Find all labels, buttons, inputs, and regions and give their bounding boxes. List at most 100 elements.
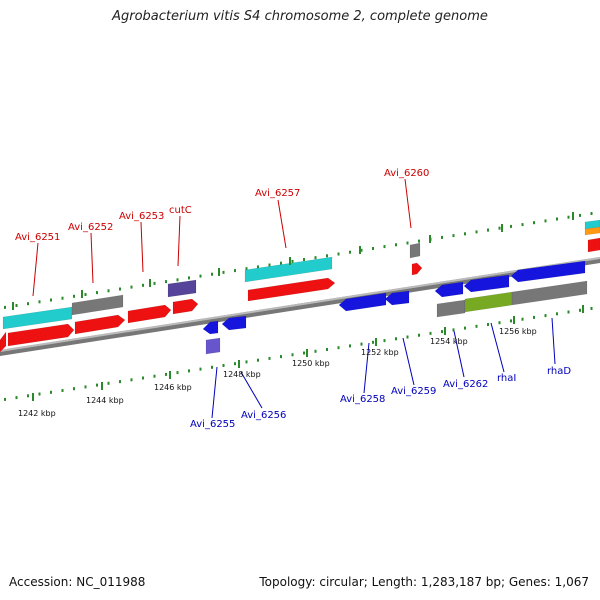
scale-labels: 1242 kbp 1244 kbp 1246 kbp 1248 kbp 1250… [18, 327, 537, 418]
scale-dot [521, 317, 524, 321]
scale-dot [73, 294, 75, 298]
scale-dot [165, 372, 167, 376]
gene-avi-6253[interactable] [127, 304, 172, 324]
gene-avi-6251[interactable] [7, 323, 75, 347]
gene-label[interactable]: Avi_6256 [241, 410, 286, 421]
gene-avi-6259[interactable] [384, 290, 410, 306]
scale-dot [27, 302, 29, 306]
gene-avi-6256[interactable] [221, 315, 247, 331]
scale-dot [521, 223, 524, 227]
scale-dot [590, 307, 593, 310]
scale-dot [475, 324, 478, 328]
scale-dot [188, 369, 190, 373]
scale-dot [27, 394, 29, 398]
scale-dot [119, 287, 121, 291]
scale-dot [257, 358, 259, 362]
rna-feature[interactable] [244, 256, 333, 283]
gene-label[interactable]: Avi_6251 [15, 232, 60, 243]
scale-dot [533, 221, 535, 225]
reverse-feature[interactable] [205, 337, 221, 355]
gene-avi-6252[interactable] [74, 314, 126, 335]
scale-dot [130, 285, 133, 289]
scale-dot [142, 283, 144, 287]
gene-label[interactable]: rhaI [497, 373, 516, 384]
forward-gene[interactable] [587, 237, 600, 253]
forward-gene[interactable] [172, 298, 199, 315]
scale-dot [50, 298, 52, 302]
gene-label[interactable]: Avi_6258 [340, 394, 385, 405]
scale-dot [372, 247, 374, 250]
gene-label[interactable]: Avi_6257 [255, 188, 300, 199]
gene-label[interactable]: Avi_6252 [68, 222, 113, 233]
scale-dot [38, 300, 41, 304]
scale-dot [464, 326, 466, 330]
gene-label[interactable]: Avi_6259 [391, 386, 436, 397]
scale-dot [245, 267, 248, 271]
gene-label[interactable]: Avi_6262 [443, 379, 488, 390]
scale-dot [84, 385, 87, 389]
scale-ticks [12, 212, 584, 401]
gene-features[interactable] [0, 219, 600, 355]
gene-avi-6257[interactable] [247, 277, 336, 302]
gene-cutC[interactable] [167, 279, 197, 298]
scale-dot [119, 380, 121, 384]
scale-dot [395, 337, 397, 341]
scale-label: 1246 kbp [154, 383, 192, 392]
scale-dot [303, 351, 305, 355]
gene-labels-reverse: Avi_6255 Avi_6256 Avi_6258 Avi_6259 Avi_… [190, 366, 571, 430]
gene-avi-6262[interactable] [434, 281, 464, 298]
scale-dot [84, 293, 87, 296]
pseudo-gene[interactable] [71, 294, 124, 316]
scale-dot [579, 308, 581, 312]
scale-dot [590, 212, 593, 215]
scale-dot [314, 349, 317, 353]
pseudo-gene[interactable] [436, 299, 466, 318]
scale-dot [176, 278, 179, 282]
scale-dot [395, 243, 397, 247]
leader-line [404, 178, 412, 229]
scale-dot [360, 248, 363, 252]
scale-label: 1256 kbp [499, 327, 537, 336]
scale-dot [4, 305, 6, 309]
gene-labels-forward: Avi_6251 Avi_6252 Avi_6253 cutC Avi_6257… [15, 168, 429, 243]
map-title: Agrobacterium vitis S4 chromosome 2, com… [112, 9, 488, 24]
leader-line [363, 342, 370, 394]
scale-dot [487, 323, 489, 326]
scale-dot [406, 335, 409, 339]
scale-dot [73, 387, 75, 391]
rna-feature[interactable] [584, 219, 600, 230]
gene-label[interactable]: Avi_6255 [190, 419, 235, 430]
misc-feature[interactable] [584, 226, 600, 236]
scale-dot [452, 234, 455, 238]
leader-line [277, 199, 287, 249]
gene-rhaD[interactable] [510, 260, 586, 283]
rna-feature[interactable] [2, 306, 73, 330]
gene-label[interactable]: rhaD [547, 366, 571, 377]
scale-dot [222, 364, 225, 367]
scale-dot [441, 330, 443, 334]
scale-dot [142, 376, 144, 380]
leader-line [211, 366, 218, 419]
other-feature[interactable] [464, 291, 513, 313]
gene-label[interactable]: cutC [169, 205, 192, 216]
gene-rhaI[interactable] [463, 274, 510, 293]
scale-dot [418, 333, 420, 337]
pseudo-gene[interactable] [409, 242, 421, 259]
gene-label[interactable]: Avi_6260 [384, 168, 429, 179]
forward-gene[interactable] [0, 331, 7, 353]
scale-dot [199, 274, 202, 278]
scale-dot [372, 340, 374, 344]
scale-dot [211, 272, 213, 276]
scale-dot [15, 304, 18, 307]
scale-dot [107, 381, 110, 385]
gene-label[interactable]: Avi_6253 [119, 211, 164, 222]
reverse-gene[interactable] [202, 320, 219, 335]
gene-avi-6260[interactable] [411, 262, 423, 276]
scale-dot [567, 215, 570, 219]
scale-dot [429, 331, 432, 335]
scale-dot [556, 312, 558, 316]
scale-dot [533, 315, 535, 319]
pseudo-gene[interactable] [511, 280, 588, 306]
scale-dot [61, 389, 64, 392]
